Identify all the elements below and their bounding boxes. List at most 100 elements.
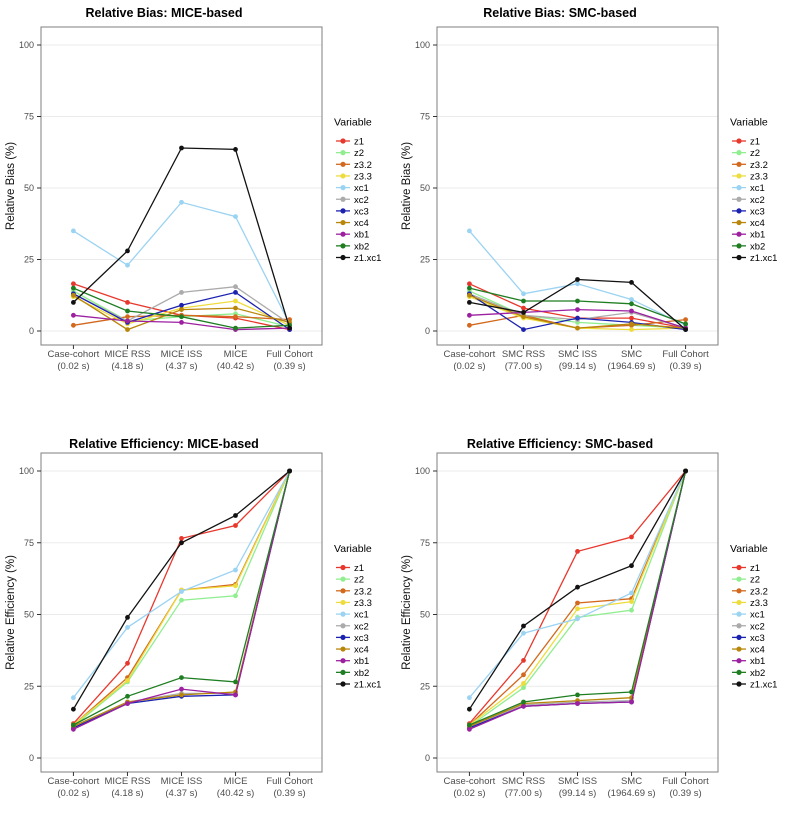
series-point-xc1	[125, 262, 130, 268]
series-point-z1.xc1	[629, 563, 634, 569]
series-point-z2	[521, 685, 526, 691]
legend-key-point-icon	[736, 208, 742, 214]
chart-title: Relative Efficiency: MICE-based	[69, 437, 259, 451]
legend-label: z2	[750, 148, 760, 159]
series-point-xb1	[71, 312, 76, 318]
legend-label: xc2	[750, 621, 765, 632]
y-tick-label: 100	[415, 40, 430, 50]
legend-item-xc3: xc3	[732, 633, 765, 644]
series-point-z3.3	[521, 681, 526, 686]
legend-item-z2: z2	[732, 148, 760, 159]
legend-item-xc2: xc2	[732, 195, 765, 206]
legend-key-point-icon	[340, 681, 346, 687]
series-point-xc1	[467, 228, 472, 234]
legend-key-point-icon	[340, 208, 346, 214]
series-point-xc1	[179, 589, 184, 594]
x-tick-label-time: (0.02 s)	[57, 788, 89, 799]
x-tick-label-method: SMC	[621, 349, 642, 360]
legend-item-xc3: xc3	[336, 633, 369, 644]
legend-key-point-icon	[736, 623, 742, 629]
x-tick-label-method: MICE RSS	[104, 349, 150, 360]
chart-title: Relative Bias: MICE-based	[86, 6, 243, 20]
y-tick-label: 75	[420, 112, 430, 122]
series-point-z1	[179, 536, 184, 541]
y-tick-label: 0	[29, 326, 34, 336]
series-point-z3.3	[233, 583, 238, 589]
legend-key-point-icon	[340, 576, 346, 582]
legend: Variable z1z2z3.2z3.3xc1xc2xc3xc4xb1xb2z1…	[730, 543, 777, 691]
legend-key-point-icon	[340, 646, 346, 652]
legend-item-xb2: xb2	[336, 668, 369, 679]
legend-item-z3.3: z3.3	[732, 598, 768, 609]
series-point-z1.xc1	[71, 706, 76, 712]
x-tick-label-time: (4.37 s)	[165, 361, 197, 372]
series-point-xb1	[629, 308, 634, 314]
x-tick-label-method: Full Cohort	[662, 349, 709, 360]
y-tick-label: 100	[19, 40, 34, 50]
x-tick-label-time: (0.39 s)	[273, 788, 305, 799]
legend: Variable z1z2z3.2z3.3xc1xc2xc3xc4xb1xb2z1…	[334, 117, 381, 265]
series-point-xb2	[629, 689, 634, 695]
series-point-xc2	[233, 284, 238, 290]
series-point-z1.xc1	[233, 513, 238, 518]
series-point-z3.2	[467, 322, 472, 328]
y-axis-title: Relative Efficiency (%)	[401, 555, 413, 670]
x-tick-label-time: (1964.69 s)	[608, 788, 656, 799]
series-point-z1	[629, 534, 634, 540]
series-point-z1.xc1	[179, 540, 184, 546]
x-tick-label-method: Full Cohort	[266, 776, 313, 787]
legend-label: xc1	[354, 610, 369, 621]
x-tick-label-method: MICE	[224, 776, 248, 787]
legend-key-point-icon	[340, 634, 346, 640]
x-tick-label-time: (77.00 s)	[505, 361, 543, 372]
legend-label: z3.2	[750, 586, 768, 597]
series-point-z1.xc1	[575, 584, 580, 590]
legend-label: xc3	[354, 633, 369, 644]
legend-item-xb2: xb2	[732, 241, 765, 252]
x-tick-label-time: (4.18 s)	[111, 788, 143, 799]
legend-key-point-icon	[736, 196, 742, 202]
series-point-xb1	[629, 699, 634, 705]
series-point-z2	[179, 597, 184, 603]
legend-label: xb2	[354, 668, 369, 679]
series-point-xb2	[683, 321, 688, 327]
legend-item-z1.xc1: z1.xc1	[732, 680, 777, 691]
legend-item-xb2: xb2	[336, 241, 369, 252]
series-point-z3.2	[71, 322, 76, 328]
chart-relative-bias-smc: 0 25 50 75 100 Case-cohort(0.02 s) SMC RSS(77.…	[401, 6, 777, 372]
x-tick-label-method: Full Cohort	[266, 349, 313, 360]
legend-label: z3.3	[750, 171, 768, 182]
series-point-xc4	[521, 314, 526, 320]
legend-item-z1.xc1: z1.xc1	[732, 253, 777, 264]
legend-key-point-icon	[340, 611, 346, 617]
legend-key-point-icon	[340, 564, 346, 571]
series-point-z3.3	[629, 327, 634, 332]
series-point-xc3	[233, 290, 238, 295]
legend-key-point-icon	[340, 623, 346, 629]
legend-item-z2: z2	[336, 148, 364, 159]
y-tick-label: 25	[420, 255, 430, 265]
legend-item-z3.2: z3.2	[336, 160, 372, 171]
y-tick-label: 100	[19, 466, 34, 476]
legend-item-z3.2: z3.2	[732, 586, 768, 597]
legend-title: Variable	[730, 543, 768, 555]
y-tick-label: 75	[24, 112, 34, 122]
legend-label: z3.2	[750, 160, 768, 171]
x-tick-label-time: (0.39 s)	[669, 361, 701, 372]
x-tick-label-time: (99.14 s)	[559, 788, 597, 799]
series-point-xb1	[575, 701, 580, 706]
series-point-z1	[71, 281, 76, 287]
series-point-xc1	[71, 228, 76, 234]
x-tick-label-time: (0.39 s)	[273, 361, 305, 372]
series-point-xb1	[125, 701, 130, 706]
y-axis-title: Relative Bias (%)	[401, 142, 413, 230]
legend-label: z1	[750, 137, 760, 148]
series-point-xb1	[179, 686, 184, 692]
legend-key-point-icon	[736, 634, 742, 640]
y-tick-label: 50	[24, 183, 34, 193]
series-point-xb2	[629, 301, 634, 307]
chart-title: Relative Bias: SMC-based	[483, 6, 637, 20]
series-point-z1	[521, 305, 526, 311]
series-point-xb2	[179, 675, 184, 680]
y-tick-label: 25	[420, 681, 430, 691]
